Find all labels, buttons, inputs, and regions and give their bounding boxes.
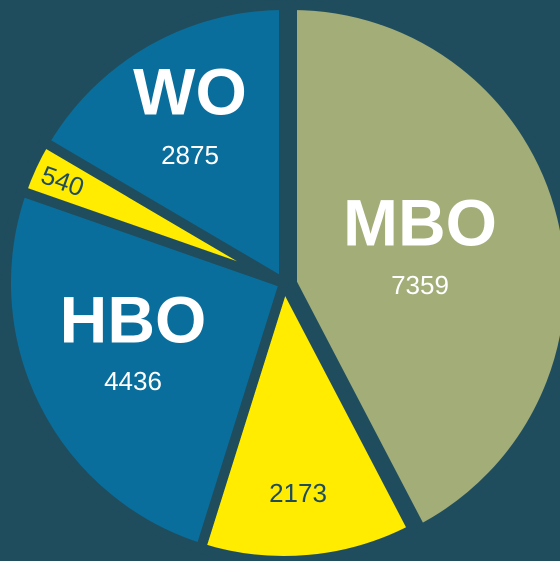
pie-slice (195, 278, 418, 561)
value-label: 7359 (391, 270, 449, 300)
slice-name: HBO (60, 282, 207, 356)
pie-slice (287, 0, 560, 535)
pie-slice (39, 0, 289, 288)
slice-name: MBO (343, 185, 497, 259)
slice-name: WO (133, 54, 247, 128)
value-label: 2173 (269, 478, 327, 508)
pie-slice (1, 186, 289, 554)
value-label: 2875 (161, 140, 219, 170)
value-label: 4436 (104, 366, 162, 396)
